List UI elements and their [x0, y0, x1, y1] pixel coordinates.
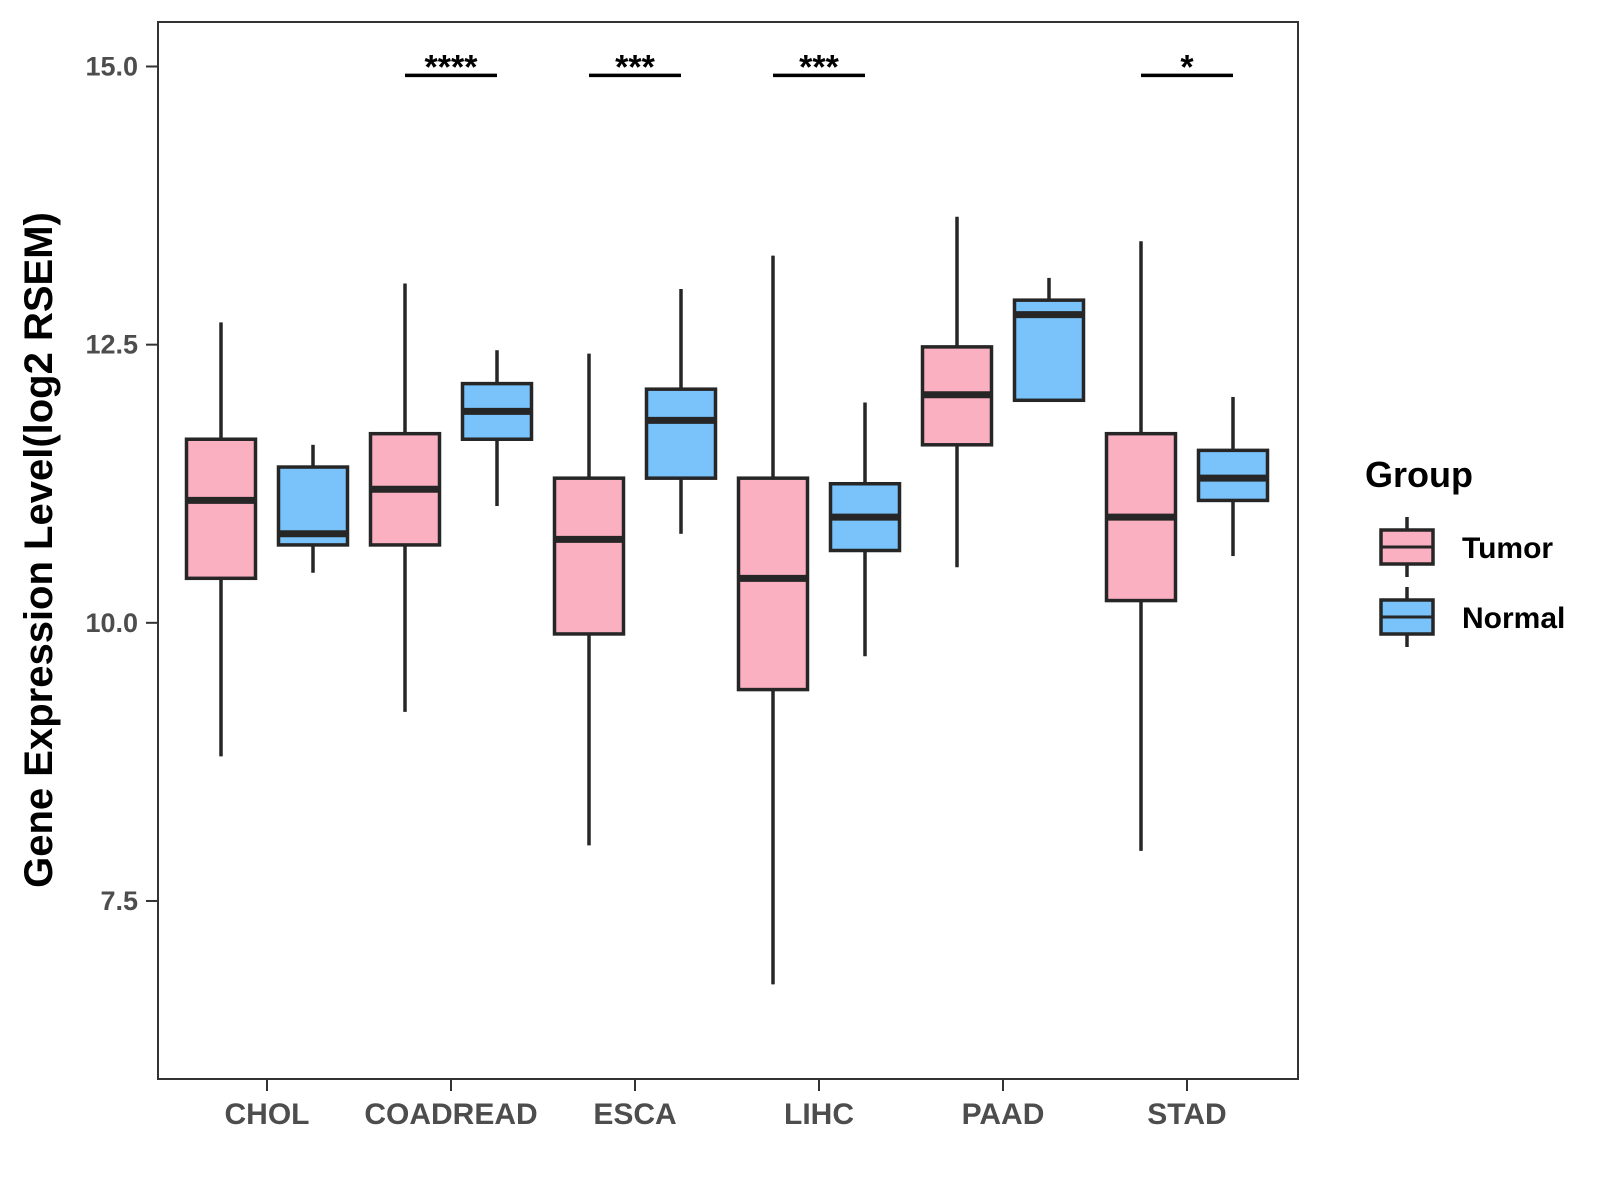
x-tick-label: CHOL: [225, 1098, 310, 1131]
legend-label: Normal: [1462, 602, 1565, 635]
box-body: [736, 476, 810, 692]
box-normal-lihc: [828, 402, 902, 657]
y-tick-label: 15.0: [85, 52, 138, 82]
y-tick-label: 7.5: [100, 886, 138, 916]
box-tumor-stad: [1104, 241, 1178, 851]
y-tick-label: 12.5: [85, 330, 138, 360]
significance-annotations: **** *** *** *: [405, 48, 1233, 86]
y-tick-label: 10.0: [85, 608, 138, 638]
box-series: [184, 216, 1270, 985]
legend: Group Tumor Normal: [1365, 454, 1565, 647]
box-tumor-paad: [920, 216, 994, 568]
box-normal-chol: [276, 444, 350, 573]
box-tumor-coadread: [368, 283, 442, 712]
box-body: [552, 476, 626, 636]
significance-label: ***: [799, 48, 839, 86]
x-tick-label: PAAD: [962, 1098, 1045, 1131]
legend-title: Group: [1365, 454, 1473, 495]
box-normal-stad: [1196, 396, 1270, 557]
box-tumor-chol: [184, 322, 258, 757]
significance-label: ***: [615, 48, 655, 86]
legend-item-tumor: Tumor: [1379, 517, 1553, 577]
legend-item-normal: Normal: [1379, 587, 1565, 647]
box-tumor-esca: [552, 353, 626, 846]
significance-label: *: [1180, 48, 1194, 86]
box-body: [644, 387, 718, 480]
box-body: [184, 437, 258, 581]
x-tick-label: ESCA: [593, 1098, 676, 1131]
legend-label: Tumor: [1462, 532, 1553, 565]
significance-label: ****: [425, 48, 479, 86]
y-axis: 7.5 10.0 12.5 15.0: [85, 52, 158, 916]
y-axis-title: Gene Expression Level(log2 RSEM): [17, 212, 61, 888]
box-tumor-lihc: [736, 255, 810, 985]
x-tick-label: STAD: [1147, 1098, 1226, 1131]
box-normal-coadread: [460, 350, 534, 506]
x-tick-label: LIHC: [784, 1098, 854, 1131]
x-tick-label: COADREAD: [364, 1098, 537, 1131]
box-normal-esca: [644, 289, 718, 534]
x-axis: CHOL COADREAD ESCA LIHC PAAD STAD: [225, 1079, 1227, 1131]
box-normal-paad: [1012, 277, 1086, 403]
